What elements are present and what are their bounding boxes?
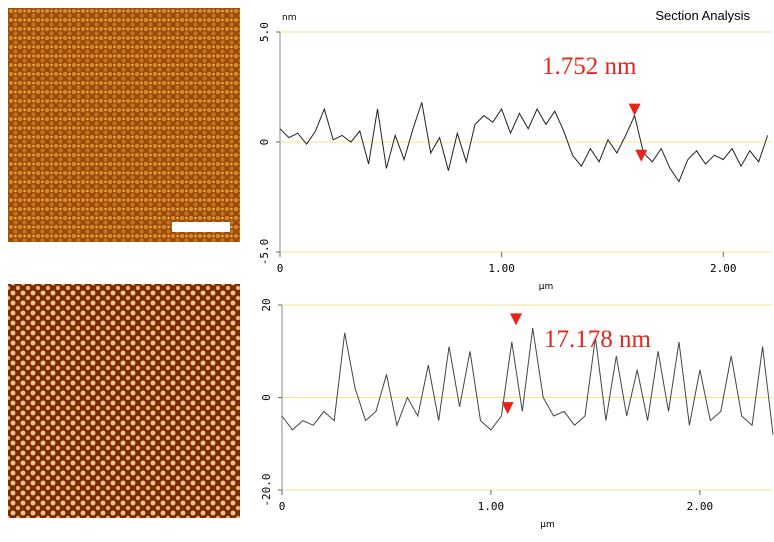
x-tick-label: 2.00: [710, 262, 737, 275]
y-tick-label: 0: [258, 139, 271, 146]
afm-image: [8, 284, 240, 518]
cursor-marker: [501, 402, 514, 415]
annotation: 1.752 nm: [542, 53, 637, 80]
cursor-marker: [635, 149, 648, 162]
cursor-marker: [510, 313, 523, 326]
y-tick-label: 20: [260, 298, 273, 311]
x-tick-label: 2.00: [687, 500, 714, 513]
annotation: 17.178 nm: [544, 326, 652, 353]
x-tick-label: 1.00: [488, 262, 515, 275]
chart-title: Section Analysis: [655, 8, 750, 23]
x-tick-label: 1.00: [478, 500, 505, 513]
y-axis-label: nm: [282, 13, 296, 23]
y-tick-label: -5.0: [258, 239, 271, 266]
scale-bar: [172, 222, 230, 232]
y-tick-label: 0: [260, 394, 273, 401]
x-axis-label: µm: [540, 520, 555, 530]
x-tick-label: 0: [279, 500, 286, 513]
profile-line: [281, 328, 774, 435]
profile-line: [279, 102, 769, 183]
x-tick-label: 0: [277, 262, 284, 275]
cursor-marker: [628, 103, 641, 116]
y-tick-label: -20.0: [260, 473, 273, 506]
y-tick-label: 5.0: [258, 22, 271, 42]
afm-image: [8, 8, 240, 242]
x-axis-label: µm: [539, 282, 554, 292]
